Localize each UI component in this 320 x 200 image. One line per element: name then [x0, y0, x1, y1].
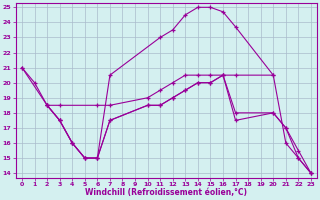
X-axis label: Windchill (Refroidissement éolien,°C): Windchill (Refroidissement éolien,°C) — [85, 188, 247, 197]
